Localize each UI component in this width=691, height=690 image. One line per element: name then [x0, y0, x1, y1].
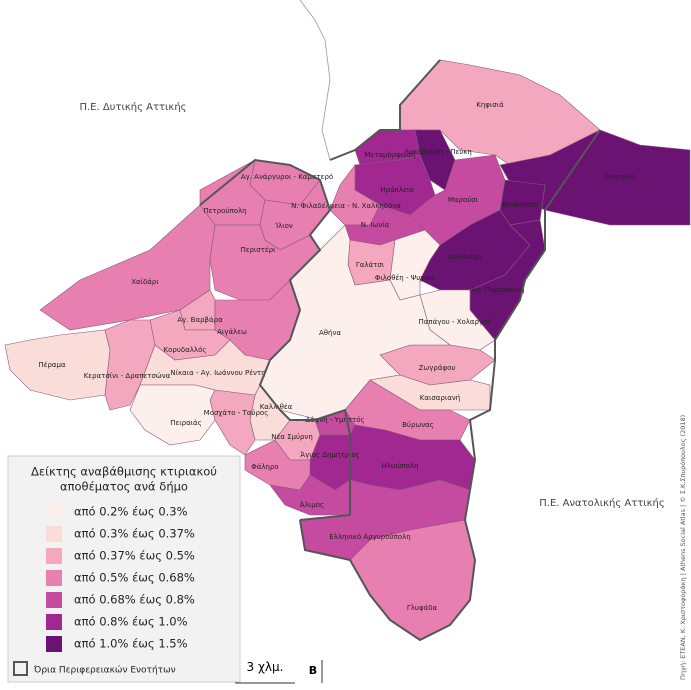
municipality-label: Αγ. Ανάργυροι - Καματερό	[241, 173, 333, 181]
municipality-label: Μοσχάτο - Ταύρος	[204, 409, 269, 417]
legend-swatch	[46, 526, 62, 542]
municipality-label: Δάφνη - Υμηττός	[305, 416, 364, 424]
municipality-label: Περιστέρι	[240, 246, 276, 254]
municipality-label: Βύρωνας	[402, 421, 434, 429]
municipality-label: Γαλάτσι	[356, 261, 385, 269]
legend-label: από 0.37% έως 0.5%	[74, 549, 195, 563]
legend-label: από 0.68% έως 0.8%	[74, 593, 195, 607]
municipality-label: Βριλήσσια	[502, 201, 538, 209]
legend: Δείκτης αναβάθμισης κτιριακούαποθέματος …	[7, 455, 241, 683]
municipality-label: Μεταμόρφωση	[364, 151, 415, 159]
municipality-label: Παπάγου - Χολαργού	[419, 318, 492, 326]
legend-label: από 1.0% έως 1.5%	[74, 637, 188, 651]
municipality-label: Πέραμα	[38, 361, 66, 369]
municipality-label: Γλυφάδα	[407, 604, 438, 612]
municipality-label: Ζωγράφου	[419, 364, 456, 372]
municipality-label: Πειραιάς	[170, 419, 202, 427]
municipality-label: Φιλοθέη - Ψυχικό	[375, 274, 435, 282]
north-label: Β	[309, 664, 317, 677]
legend-swatch	[46, 592, 62, 608]
municipality-label: Κηφισιά	[476, 101, 504, 109]
municipality	[129, 384, 216, 446]
boundary-label: Όρια Περιφερειακών Ενοτήτων	[33, 665, 176, 676]
legend-title: αποθέματος ανά δήμο	[60, 480, 188, 494]
municipality-label: Πετρούπολη	[203, 207, 246, 215]
boundary-swatch	[13, 661, 28, 676]
legend-label: από 0.8% έως 1.0%	[74, 615, 188, 629]
legend-swatch	[46, 614, 62, 630]
legend-label: από 0.3% έως 0.37%	[74, 527, 195, 541]
municipality	[104, 319, 156, 411]
municipality-label: Πεντέλη	[605, 173, 635, 181]
municipality-label: Νίκαια - Αγ. Ιωάννου Ρέντη	[170, 369, 265, 377]
region-label: Π.Ε. Δυτικής Αττικής	[79, 101, 186, 113]
source: Πηγή: ΕΤΕΑΝ, Κ. Χριστοφοράκη | Athens So…	[679, 415, 687, 680]
municipality-label: Αιγάλεω	[217, 328, 247, 336]
municipality-label: Καλλιθέα	[260, 403, 293, 411]
municipality-label: Ίλιον	[274, 222, 293, 230]
legend-title: Δείκτης αναβάθμισης κτιριακού	[31, 465, 217, 479]
municipality-label: Λυκόβρυση - Πεύκη	[404, 148, 472, 156]
legend-swatch	[46, 570, 62, 586]
municipality-label: Νέα Σμύρνη	[271, 433, 313, 441]
municipality-label: Αγ. Παρασκευή	[471, 286, 524, 294]
scale-label: 3 χλμ.	[247, 660, 284, 674]
municipality-label: Άγιος Δημήτριος	[300, 451, 360, 459]
region-label: Π.Ε. Ανατολικής Αττικής	[539, 497, 664, 509]
municipality-label: Ν. Φιλαδέλφεια - Ν. Χαλκηδόνα	[291, 202, 401, 210]
municipality-label: Καισαριανή	[420, 394, 460, 402]
legend-label: από 0.5% έως 0.68%	[74, 571, 195, 585]
legend-label: από 0.2% έως 0.3%	[74, 505, 188, 519]
legend-swatch	[46, 636, 62, 652]
municipality-label: Ελληνικό Αργυρούπολη	[329, 533, 410, 541]
municipality	[209, 389, 256, 456]
river	[299, 0, 331, 161]
municipality-label: Ν. Ιωνία	[361, 221, 390, 229]
region-boundary	[299, 129, 601, 642]
municipality-label: Αθήνα	[319, 329, 341, 337]
municipality-label: Κορυδαλλός	[164, 346, 207, 354]
legend-swatch	[46, 504, 62, 520]
municipality-label: Ηράκλειο	[380, 186, 413, 194]
legend-swatch	[46, 548, 62, 564]
municipality-label: Φάληρο	[251, 463, 278, 471]
region-boundary	[329, 59, 441, 161]
municipality-label: Αγ. Βαρβάρα	[177, 316, 223, 324]
municipality-label: Κερατσίνι - Δραπετσώνα	[84, 372, 171, 380]
region-boundary	[199, 158, 351, 521]
municipality-label: Χαϊδάρι	[131, 278, 159, 286]
municipality-label: Άλιμος	[300, 501, 324, 509]
municipality-label: Χαλάνδρι	[448, 253, 482, 261]
legend-items: Δείκτης αναβάθμισης κτιριακούαποθέματος …	[31, 465, 217, 652]
municipality-label: Ηλιούπολη	[381, 462, 418, 470]
municipality-label: Μαρούσι	[448, 196, 479, 204]
